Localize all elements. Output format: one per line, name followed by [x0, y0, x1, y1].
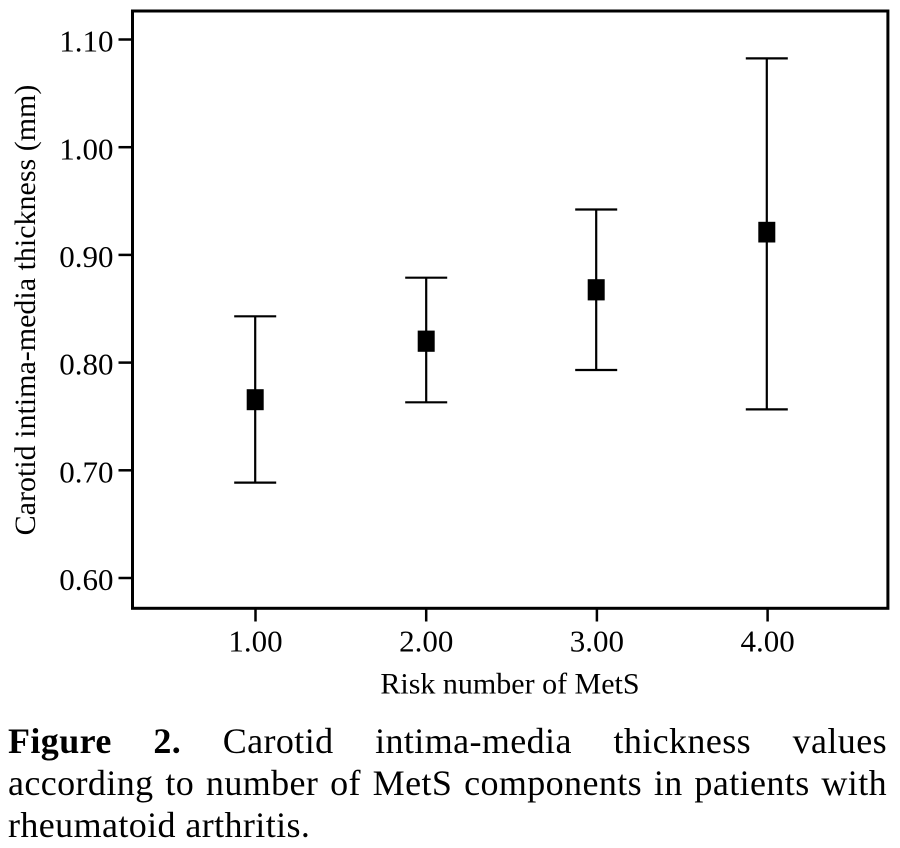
svg-text:1.10: 1.10 [59, 24, 113, 59]
svg-text:Carotid intima-media thickness: Carotid intima-media thickness (mm) [9, 85, 42, 536]
svg-text:2.00: 2.00 [399, 624, 453, 659]
svg-text:0.70: 0.70 [59, 454, 113, 489]
svg-text:1.00: 1.00 [228, 624, 282, 659]
svg-text:4.00: 4.00 [740, 624, 794, 659]
svg-text:0.60: 0.60 [59, 562, 113, 597]
svg-text:0.90: 0.90 [59, 239, 113, 274]
svg-text:0.80: 0.80 [59, 347, 113, 382]
svg-text:Risk number of MetS: Risk number of MetS [380, 668, 639, 701]
svg-text:1.00: 1.00 [59, 131, 113, 166]
svg-text:3.00: 3.00 [570, 624, 624, 659]
